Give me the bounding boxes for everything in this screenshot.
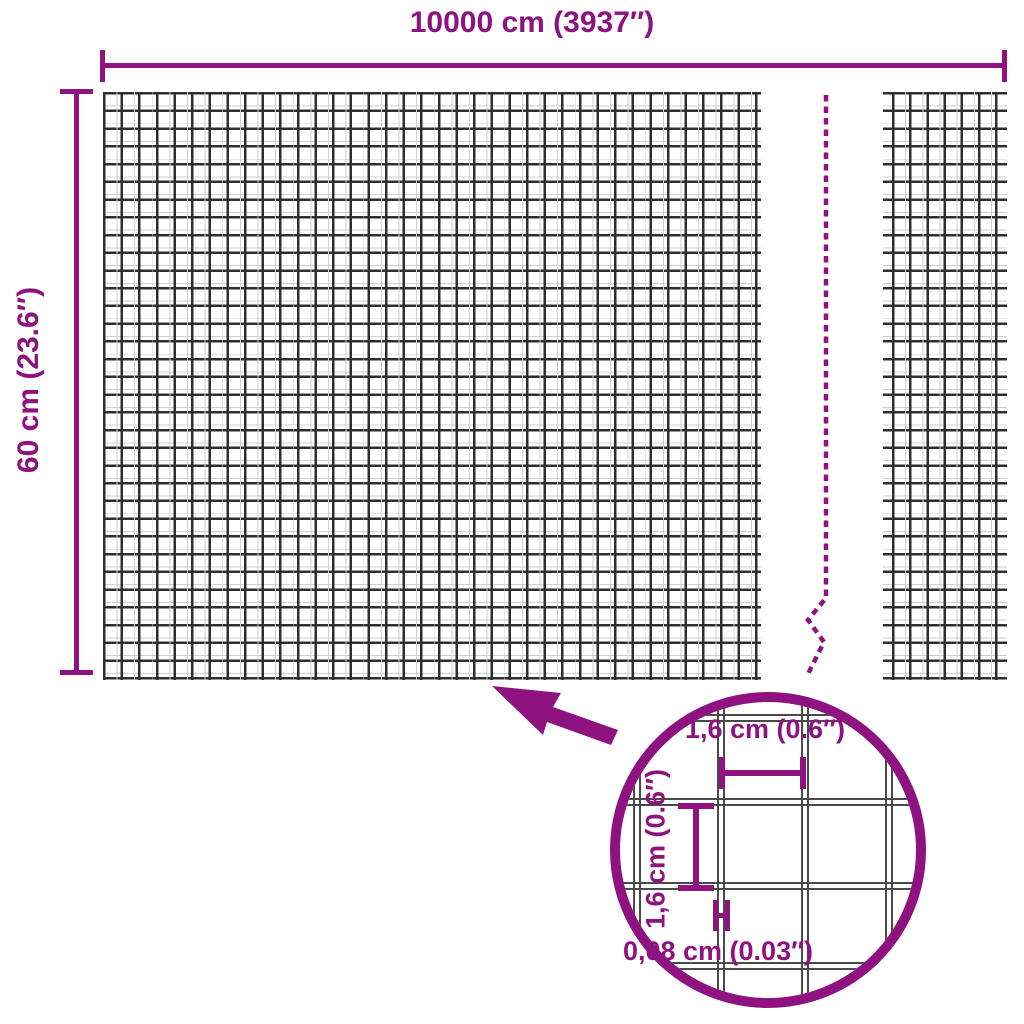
detail-vertical-wire [800,702,809,998]
height-dimension-tick-top [60,89,93,94]
detail-horizontal-wire [620,798,916,806]
cell-width-bracket-tick-right [800,757,806,789]
cell-height-label: 1,6 cm (0.6″) [640,768,671,930]
detail-horizontal-wire [620,962,916,970]
detail-magnifier-circle: 1,6 cm (0.6″) 1,6 cm (0.6″) 0,08 cm (0.0… [610,692,926,1008]
width-dimension-tick-left [100,50,105,82]
cell-height-bracket-tick-bottom [678,885,714,891]
detail-horizontal-wire [620,714,916,722]
height-dimension-tick-bottom [60,670,93,675]
height-dimension-line [74,91,79,672]
cell-width-label: 1,6 cm (0.6″) [684,714,845,744]
detail-mesh-preview [620,702,916,998]
width-dimension-tick-right [1002,50,1007,82]
length-break-dashed-line [804,95,829,678]
cell-height-bracket-line [693,806,699,888]
detail-vertical-wire [716,702,725,998]
mesh-right-vertical-wires [892,92,998,680]
wire-thickness-connector [713,913,730,918]
width-dimension-line [103,63,1004,68]
cell-width-bracket-line [722,770,803,776]
detail-arrow-icon [492,686,618,745]
mesh-main-vertical-wires [103,92,758,680]
cell-height-bracket-tick-top [678,803,714,809]
width-dimension-label: 10000 cm (3937″) [409,6,655,39]
detail-vertical-wire [884,702,893,998]
detail-vertical-wire [632,702,641,998]
detail-horizontal-wire [620,882,916,890]
cell-width-bracket-tick-left [719,757,725,789]
wire-thickness-label: 0,08 cm (0.03″) [622,936,814,966]
